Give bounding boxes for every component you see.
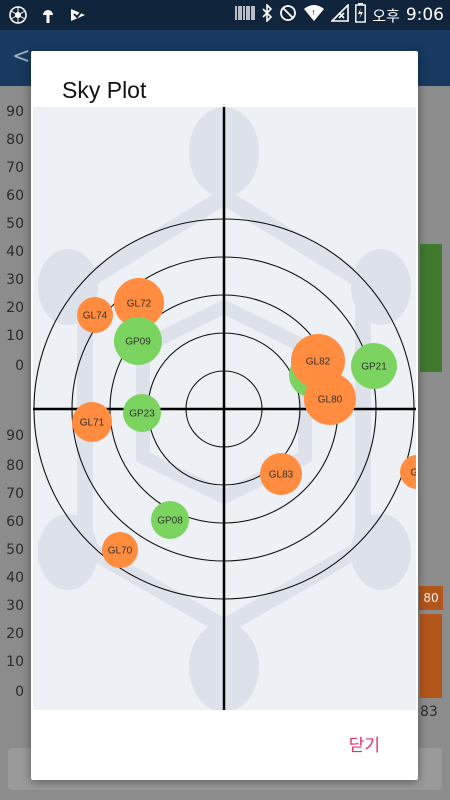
satellite-marker xyxy=(260,453,302,495)
battery-charging-icon xyxy=(355,3,367,27)
bg-orange-bar xyxy=(420,614,442,698)
satellite-label: GL72 xyxy=(127,299,152,310)
satellite-marker xyxy=(151,501,189,539)
satellite-label: GL83 xyxy=(269,470,294,481)
status-bar: ! 오후 9:06 xyxy=(0,0,450,30)
satellite-markers: GL74GL72GP09GL71GP23GP08GL70GL83GP20GL82… xyxy=(72,278,418,568)
satellite-marker xyxy=(304,373,356,425)
bg-tick: 30 xyxy=(6,598,24,614)
satellite-marker xyxy=(114,317,162,365)
no-sim-icon xyxy=(279,4,297,26)
satellite-gl80: GL80 xyxy=(304,373,356,425)
app-check-icon xyxy=(68,5,88,25)
satellite-label: GL74 xyxy=(83,311,108,322)
satellite-label: GP09 xyxy=(125,337,151,348)
satellite-label: GP21 xyxy=(361,362,387,373)
bg-xtick: 83 xyxy=(420,704,438,720)
bg-tick: 60 xyxy=(6,188,24,204)
satellite-marker xyxy=(400,455,418,489)
bg-tick: 40 xyxy=(6,244,24,260)
dialog-title: Sky Plot xyxy=(62,77,147,103)
satellite-label: GL82 xyxy=(306,357,331,368)
bg-tick: 80 xyxy=(6,458,24,474)
bg-tick: 70 xyxy=(6,160,24,176)
satellite-label: GL71 xyxy=(80,418,105,429)
bg-tick: 10 xyxy=(6,654,24,670)
app-logo-icon xyxy=(8,5,28,25)
satellite-gl: GL xyxy=(400,455,418,489)
close-button[interactable]: 닫기 xyxy=(348,736,380,756)
bg-tick: 50 xyxy=(6,216,24,232)
sky-plot-dialog: Sky Plot GL7 xyxy=(31,51,418,780)
bg-tick: 0 xyxy=(15,684,24,700)
status-ampm: 오후 xyxy=(372,6,400,25)
bg-tick: 20 xyxy=(6,626,24,642)
satellite-gl70: GL70 xyxy=(102,532,138,568)
satellite-marker xyxy=(72,402,112,442)
bg-tick: 90 xyxy=(6,428,24,444)
bluetooth-icon xyxy=(261,3,273,26)
bg-tick: 80 xyxy=(6,132,24,148)
android-icon xyxy=(38,5,58,25)
bg-tick: 70 xyxy=(6,486,24,502)
bg-tick: 90 xyxy=(6,104,24,120)
sky-plot-canvas: GL74GL72GP09GL71GP23GP08GL70GL83GP20GL82… xyxy=(33,107,418,712)
status-time: 9:06 xyxy=(405,5,444,25)
bg-tick: 10 xyxy=(6,328,24,344)
wifi-icon: ! xyxy=(303,4,325,26)
satellite-marker xyxy=(102,532,138,568)
satellite-gp21: GP21 xyxy=(351,343,397,389)
satellite-marker xyxy=(123,394,161,432)
bg-tick: 60 xyxy=(6,514,24,530)
satellite-gl83: GL83 xyxy=(260,453,302,495)
satellite-gl74: GL74 xyxy=(77,297,113,333)
bg-tick: 50 xyxy=(6,542,24,558)
bg-tick: 0 xyxy=(15,358,24,374)
bg-value-label: 80 xyxy=(419,586,443,610)
back-button[interactable]: < xyxy=(12,44,31,69)
satellite-gp23: GP23 xyxy=(123,394,161,432)
sky-plot: GL74GL72GP09GL71GP23GP08GL70GL83GP20GL82… xyxy=(33,107,418,712)
satellite-label: GP08 xyxy=(157,516,183,527)
satellite-gl72: GL72 xyxy=(114,278,164,328)
satellite-marker xyxy=(351,343,397,389)
satellite-gp09: GP09 xyxy=(114,317,162,365)
satellite-label: GL80 xyxy=(318,395,343,406)
satellite-marker xyxy=(114,278,164,328)
bg-tick: 20 xyxy=(6,300,24,316)
bg-tick: 40 xyxy=(6,570,24,586)
satellite-label: GL70 xyxy=(108,546,133,557)
satellite-gl71: GL71 xyxy=(72,402,112,442)
barcode-icon xyxy=(235,5,255,25)
satellite-marker xyxy=(77,297,113,333)
bg-tick: 30 xyxy=(6,272,24,288)
satellite-gp08: GP08 xyxy=(151,501,189,539)
satellite-label: GP23 xyxy=(129,409,155,420)
no-signal-icon xyxy=(330,3,350,26)
bg-green-bar xyxy=(420,244,442,372)
svg-text:!: ! xyxy=(312,9,315,17)
satellite-label: GL xyxy=(410,468,416,479)
